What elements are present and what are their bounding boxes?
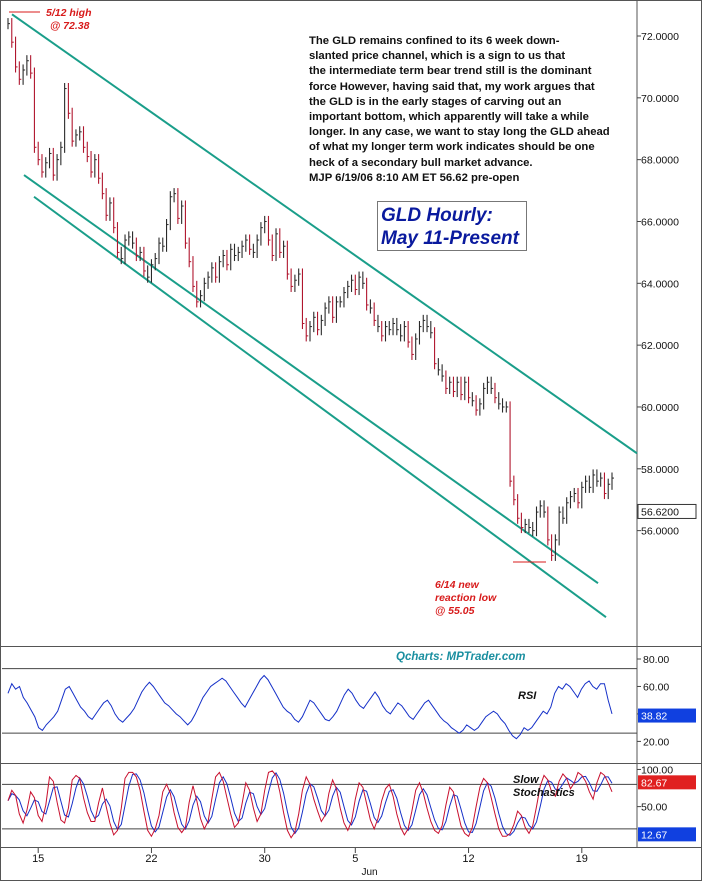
commentary-line: longer. In any case, we want to stay lon… xyxy=(309,126,610,139)
chart-title-line: GLD Hourly: xyxy=(381,205,493,226)
x-axis: 15 22 30 5 12 19 Jun xyxy=(32,848,588,878)
commentary-line: slanted price channel, which is a sign t… xyxy=(309,50,566,63)
x-tick-label: 15 xyxy=(32,853,44,865)
commentary-line: important bottom, which apparently will … xyxy=(309,111,589,124)
last-price-label: 56.6200 xyxy=(641,506,679,518)
commentary-line: MJP 6/19/06 8:10 AM ET 56.62 pre-open xyxy=(309,171,520,184)
x-tick-label: 12 xyxy=(462,853,474,865)
price-tick-label: 60.0000 xyxy=(641,402,679,414)
commentary-line: of what my longer term work indicates sh… xyxy=(309,141,595,154)
channel-lower-outer xyxy=(33,195,607,618)
price-tick-label: 66.0000 xyxy=(641,216,679,228)
rsi-tick-label: 20.00 xyxy=(643,736,669,748)
rsi-tick-label: 80.00 xyxy=(643,654,669,666)
last-price-box xyxy=(637,503,697,519)
commentary-text: The GLD remains confined to its 6 week d… xyxy=(309,34,639,186)
rsi-line xyxy=(7,674,613,740)
y-axes: 72.0000 70.0000 68.0000 66.0000 64.0000 62.00… xyxy=(637,31,697,842)
high-annotation-line: @ 72.38 xyxy=(50,20,90,32)
price-tick-label: 64.0000 xyxy=(641,278,679,290)
low-annotation-line: @ 55.05 xyxy=(435,605,475,617)
rsi-tick-label: 60.00 xyxy=(643,681,669,693)
commentary-line: heck of a secondary bull market advance. xyxy=(309,156,533,169)
price-bars xyxy=(7,18,614,561)
commentary-line: The GLD remains confined to its 6 week d… xyxy=(309,35,560,47)
stoch-d-box xyxy=(638,827,696,842)
stoch-k-label: 82.67 xyxy=(641,777,667,789)
stoch-k-line xyxy=(7,770,613,839)
stoch-tick-label: 50.00 xyxy=(641,802,667,814)
x-tick-label: 19 xyxy=(576,853,588,865)
low-annotation-line: 6/14 new xyxy=(435,579,480,591)
rsi-label: RSI xyxy=(518,690,537,702)
price-tick-label: 68.0000 xyxy=(641,155,679,167)
stoch-k-box xyxy=(638,775,696,790)
chart-title-line: May 11-Present xyxy=(381,228,519,249)
price-tick-label: 70.0000 xyxy=(641,93,679,105)
price-tick-label: 58.0000 xyxy=(641,464,679,476)
price-tick-label: 72.0000 xyxy=(641,31,679,43)
stoch-label-line: Stochastics xyxy=(513,787,575,799)
x-month-label: Jun xyxy=(361,867,377,878)
chart-title: GLD Hourly: May 11-Present xyxy=(377,201,527,251)
stoch-tick-label: 100.00 xyxy=(641,764,673,776)
channel-upper xyxy=(11,13,638,455)
stoch-d-label: 12.67 xyxy=(641,829,667,841)
commentary-line: the GLD is in the early stages of carvin… xyxy=(309,95,562,108)
rsi-value-box xyxy=(638,708,696,723)
price-tick-label: 62.0000 xyxy=(641,340,679,352)
commentary-line: the intermediate term bear trend still i… xyxy=(309,65,592,78)
commentary-line: force However, having said that, my work… xyxy=(309,80,595,93)
price-tick-label: 56.0000 xyxy=(641,526,679,538)
high-annotation-line: 5/12 high xyxy=(46,7,92,19)
x-tick-label: 30 xyxy=(259,853,271,865)
channel-lower-inner xyxy=(23,174,599,584)
rsi-value-label: 38.82 xyxy=(641,711,667,723)
price-channel xyxy=(11,13,638,618)
stoch-label-line: Slow xyxy=(513,774,540,786)
x-tick-label: 22 xyxy=(145,853,157,865)
low-annotation-line: reaction low xyxy=(435,592,497,604)
x-tick-label: 5 xyxy=(352,853,358,865)
watermark: Qcharts: MPTrader.com xyxy=(396,651,526,663)
rsi-panel: RSI xyxy=(7,674,613,740)
